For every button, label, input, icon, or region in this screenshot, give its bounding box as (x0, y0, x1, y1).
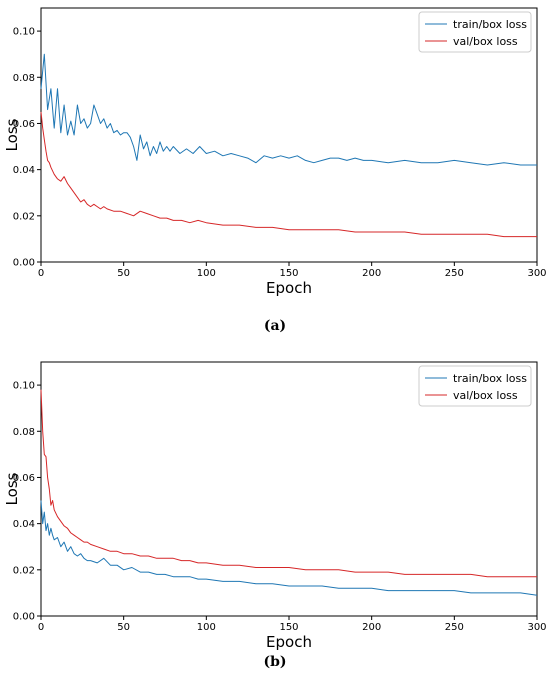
chart-a-y-tick-label: 0.00 (13, 258, 35, 269)
chart-a-x-tick-label: 250 (445, 268, 464, 279)
chart-a-x-tick-label: 0 (38, 268, 44, 279)
chart-a-y-tick-label: 0.04 (13, 165, 35, 176)
chart-b-y-tick-label: 0.00 (13, 612, 35, 623)
chart-b-x-tick-label: 0 (38, 622, 44, 633)
chart-b-plot: 0 50 100 150 200 250 300 0.00 0.02 0.04 0.06 0.08 0.… (3, 361, 547, 651)
chart-b-x-tick-label: 250 (445, 622, 464, 633)
chart-a-x-tick-label: 50 (117, 268, 130, 279)
chart-b-x-tick-label: 200 (362, 622, 381, 633)
chart-b-caption: (b) (263, 654, 287, 670)
chart-a-y-tick-label: 0.08 (13, 73, 35, 84)
chart-a-legend (418, 11, 532, 53)
chart-b: 0 50 100 150 200 250 300 0.00 0.02 0.04 0.06 0.08 0.… (0, 354, 550, 654)
chart-a-plot: 0 50 100 150 200 250 300 0.00 0.02 0.04 0.06 0.08 0.… (3, 7, 547, 297)
chart-a-x-tick-label: 100 (197, 268, 216, 279)
chart-a-y-tick-label: 0.02 (13, 211, 35, 222)
chart-b-x-tick-label: 150 (279, 622, 298, 633)
chart-a-series-line-2 (40, 111, 537, 238)
chart-a-x-tick-label: 200 (362, 268, 381, 279)
chart-a: 0 50 100 150 200 250 300 0.00 0.02 0.04 0.06 0.08 0.… (0, 0, 550, 300)
chart-b-y-tick-label: 0.08 (13, 427, 35, 438)
chart-b-x-axis-label: Epoch (266, 633, 312, 651)
chart-b-y-tick-label: 0.10 (13, 381, 35, 392)
chart-b-y-tick-label: 0.02 (13, 565, 35, 576)
chart-b-series-line-1 (40, 500, 538, 596)
chart-a-y-tick-label: 0.10 (13, 27, 35, 38)
chart-b-y-tick-label: 0.04 (13, 519, 35, 530)
chart-b-y-tick-label: 0.06 (13, 473, 35, 484)
chart-a-x-tick-label: 300 (527, 268, 546, 279)
chart-a-caption: (a) (263, 318, 287, 334)
chart-a-x-tick-label: 150 (279, 268, 298, 279)
chart-a-y-tick-label: 0.06 (13, 119, 35, 130)
chart-a-series-line-1 (40, 53, 537, 166)
chart-a-legend-label: val/box loss (453, 35, 518, 48)
chart-a-legend-label: train/box loss (453, 18, 527, 31)
chart-b-y-axis-label: Loss (3, 472, 21, 505)
chart-b-legend-label: val/box loss (453, 389, 518, 402)
chart-b-x-tick-label: 300 (527, 622, 546, 633)
chart-a-x-axis-label: Epoch (266, 279, 312, 297)
chart-b-x-tick-label: 100 (197, 622, 216, 633)
chart-a-y-axis-label: Loss (3, 118, 21, 151)
chart-b-series-line-2 (40, 389, 537, 578)
chart-b-legend-label: train/box loss (453, 372, 527, 385)
chart-b-x-tick-label: 50 (117, 622, 130, 633)
chart-b-legend (418, 365, 532, 407)
